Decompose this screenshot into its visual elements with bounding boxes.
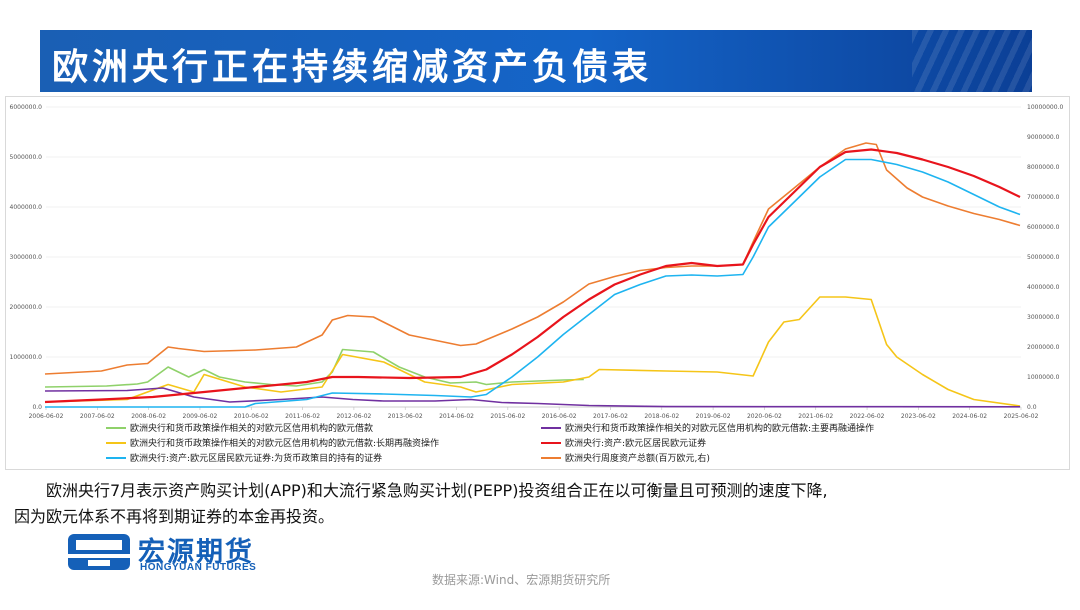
caption-line-2: 因为欧元体系不再将到期证券的本金再投资。 (14, 507, 335, 526)
series-line (44, 296, 1021, 407)
x-tick-label: 2011-06-02 (285, 413, 320, 420)
x-tick-label: 2014-06-02 (439, 413, 474, 420)
y-left-tick-label: 3000000.0 (10, 254, 43, 261)
y-right-tick-label: 3000000.0 (1027, 314, 1060, 321)
y-right-tick-label: 7000000.0 (1027, 194, 1060, 201)
x-tick-label: 2023-06-02 (901, 413, 936, 420)
x-tick-label: 2006-06-02 (29, 413, 64, 420)
series-line (44, 142, 1021, 375)
company-logo: 宏源期货 HONGYUAN FUTURES (66, 528, 306, 576)
y-right-tick-label: 0.0 (1027, 404, 1037, 411)
y-right-tick-label: 1000000.0 (1027, 374, 1060, 381)
legend-label: 欧洲央行:资产:欧元区居民欧元证券 (565, 437, 706, 449)
logo-text-en: HONGYUAN FUTURES (140, 562, 257, 573)
x-tick-label: 2020-06-02 (747, 413, 782, 420)
x-tick-label: 2024-06-02 (952, 413, 987, 420)
y-right-tick-label: 4000000.0 (1027, 284, 1060, 291)
title-bar: 欧洲央行正在持续缩减资产负债表 (40, 30, 1032, 92)
y-left-tick-label: 1000000.0 (10, 354, 43, 361)
x-tick-label: 2019-06-02 (696, 413, 731, 420)
caption: 欧洲央行7月表示资产购买计划(APP)和大流行紧急购买计划(PEPP)投资组合正… (14, 478, 1064, 530)
legend-label: 欧洲央行和货币政策操作相关的对欧元区信用机构的欧元借款:主要再融通操作 (565, 422, 874, 434)
legend-label: 欧洲央行和货币政策操作相关的对欧元区信用机构的欧元借款 (130, 422, 373, 434)
x-tick-label: 2013-06-02 (388, 413, 423, 420)
caption-line-1: 欧洲央行7月表示资产购买计划(APP)和大流行紧急购买计划(PEPP)投资组合正… (46, 481, 828, 500)
chart-frame: 0.0 1000000.0 2000000.0 3000000.0 4000000.0 5… (5, 96, 1070, 470)
page-title: 欧洲央行正在持续缩减资产负债表 (52, 47, 653, 88)
series-line (44, 387, 1021, 408)
x-tick-label: 2009-06-02 (183, 413, 218, 420)
x-tick-label: 2010-06-02 (234, 413, 269, 420)
y-right-tick-label: 2000000.0 (1027, 344, 1060, 351)
x-tick-label: 2017-06-02 (593, 413, 628, 420)
x-tick-label: 2008-06-02 (131, 413, 166, 420)
x-tick-label: 2018-06-02 (644, 413, 679, 420)
y-left-tick-label: 0.0 (32, 404, 42, 411)
y-right-tick-label: 6000000.0 (1027, 224, 1060, 231)
logo-mark-icon (68, 534, 130, 570)
logo-text-cn: 宏源期货 (138, 537, 254, 568)
y-right-tick-label: 8000000.0 (1027, 164, 1060, 171)
y-left-tick-label: 5000000.0 (10, 154, 43, 161)
x-tick-label: 2016-06-02 (542, 413, 577, 420)
x-tick-label: 2012-06-02 (336, 413, 371, 420)
y-right-tick-label: 10000000.0 (1027, 104, 1063, 111)
y-left-tick-label: 4000000.0 (10, 204, 43, 211)
series-line (45, 158, 1021, 408)
x-tick-label: 2022-06-02 (850, 413, 885, 420)
y-right-tick-label: 9000000.0 (1027, 134, 1060, 141)
y-left-tick-label: 6000000.0 (10, 104, 43, 111)
data-source: 数据来源:Wind、宏源期货研究所 (432, 573, 611, 587)
legend-label: 欧洲央行和货币政策操作相关的对欧元区信用机构的欧元借款:长期再融资操作 (130, 437, 439, 449)
line-chart: 0.0 1000000.0 2000000.0 3000000.0 4000000.0 5… (10, 104, 1064, 464)
legend-label: 欧洲央行:资产:欧元区居民欧元证券:为货币政策目的持有的证券 (130, 452, 382, 464)
y-right-tick-label: 5000000.0 (1027, 254, 1060, 261)
x-tick-label: 2007-06-02 (80, 413, 115, 420)
y-left-tick-label: 2000000.0 (10, 304, 43, 311)
x-tick-label: 2025-06-02 (1004, 413, 1039, 420)
legend-label: 欧洲央行周度资产总额(百万欧元,右) (565, 452, 710, 464)
x-tick-label: 2021-06-02 (798, 413, 833, 420)
series-line (44, 148, 1021, 404)
x-tick-label: 2015-06-02 (490, 413, 525, 420)
